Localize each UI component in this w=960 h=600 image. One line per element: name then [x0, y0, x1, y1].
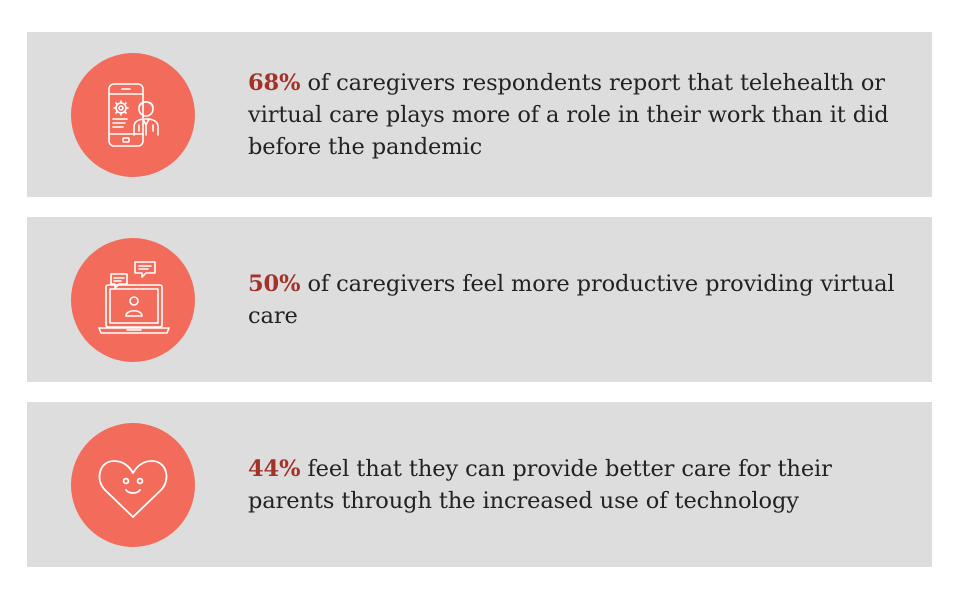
stat-text: 50% of caregivers feel more productive p…	[248, 268, 908, 332]
laptop-chat-icon	[98, 261, 170, 334]
stat-percent: 44%	[248, 456, 301, 482]
stat-percent: 50%	[248, 271, 301, 297]
stat-description: feel that they can provide better care f…	[248, 456, 832, 514]
stat-description: of caregivers respondents report that te…	[248, 70, 889, 160]
stat-percent: 68%	[248, 70, 301, 96]
mobile-doctor-icon	[108, 83, 159, 147]
stat-card-telehealth: 68% of caregivers respondents report tha…	[27, 32, 932, 197]
stat-text: 68% of caregivers respondents report tha…	[248, 67, 908, 163]
stat-card-better-care: 44% feel that they can provide better ca…	[27, 402, 932, 567]
icon-circle	[71, 53, 195, 177]
stat-text: 44% feel that they can provide better ca…	[248, 453, 908, 517]
icon-circle	[71, 423, 195, 547]
icon-circle	[71, 238, 195, 362]
smiling-heart-icon	[98, 460, 168, 518]
stat-card-productivity: 50% of caregivers feel more productive p…	[27, 217, 932, 382]
stat-description: of caregivers feel more productive provi…	[248, 271, 895, 329]
